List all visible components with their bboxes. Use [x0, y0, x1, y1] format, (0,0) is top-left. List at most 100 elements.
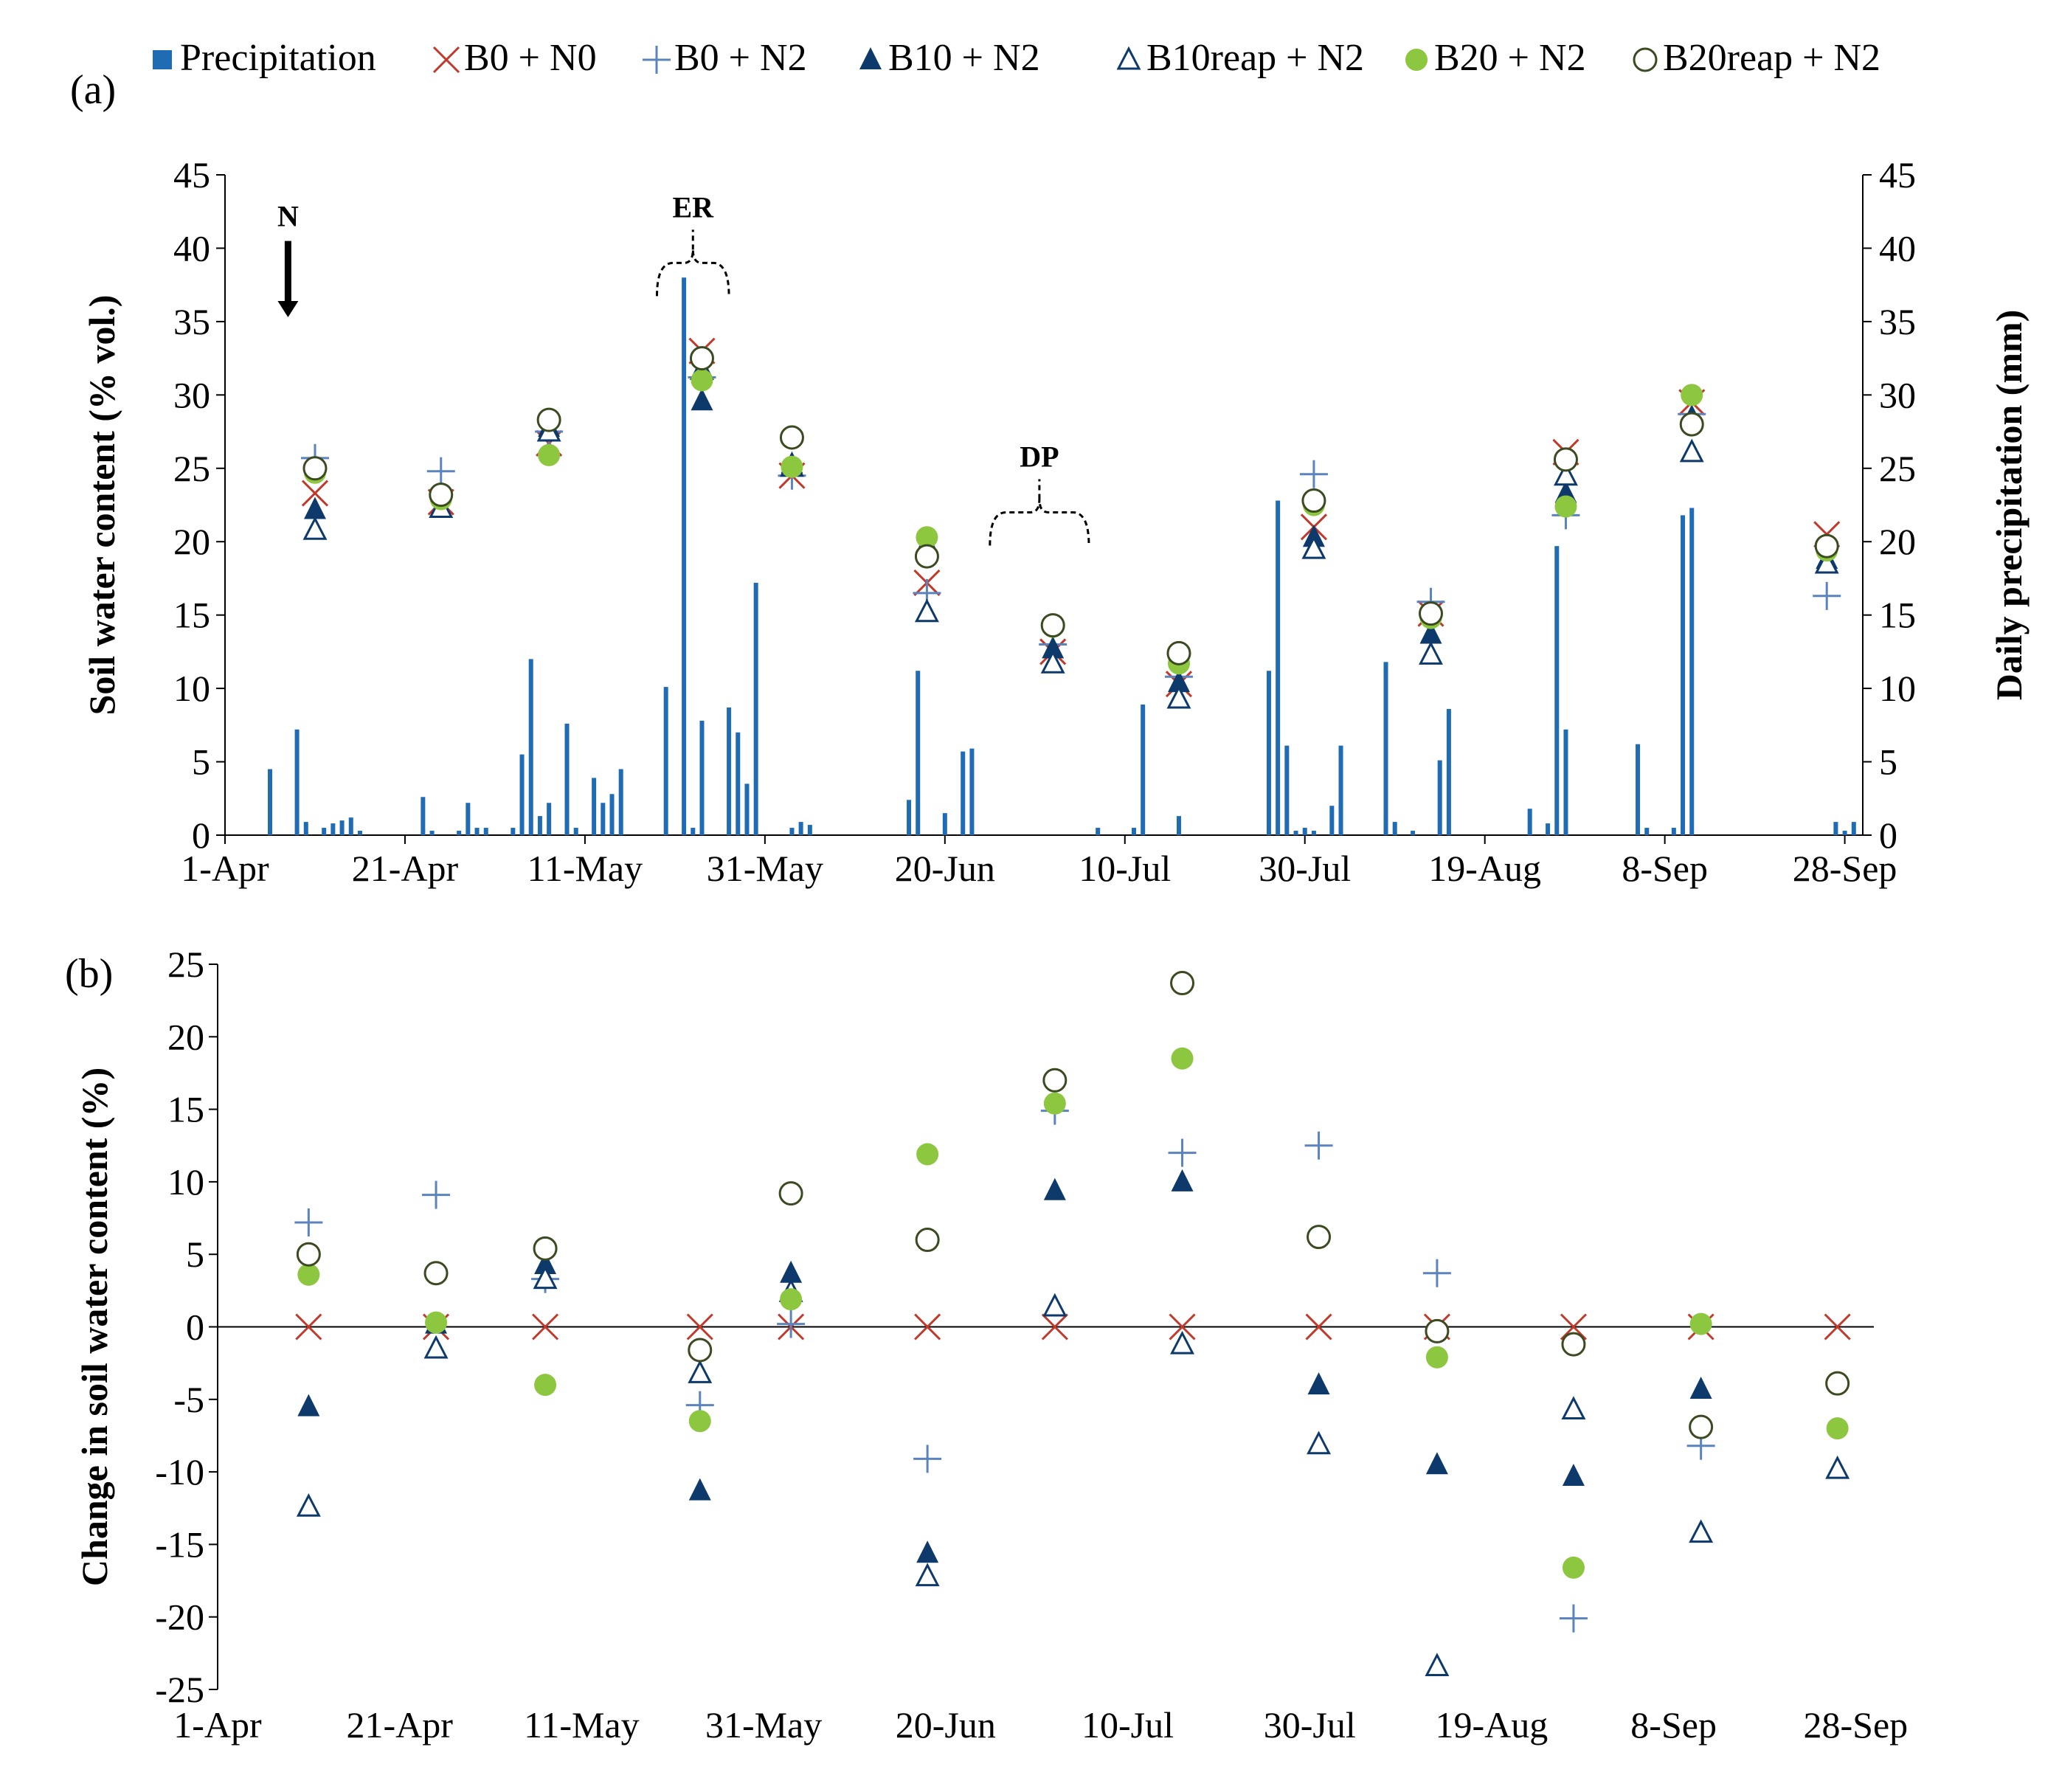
panel-b-ytick-label: -10: [155, 1451, 204, 1492]
panel-a-xtick-label: 28-Sep: [1793, 848, 1897, 889]
panel-a-point-b0-n2: [1813, 581, 1841, 610]
precip-bar: [1293, 831, 1298, 835]
precip-bar: [429, 831, 435, 835]
panel-a-point-b10-n2: [1167, 670, 1190, 693]
precip-bar: [421, 797, 426, 835]
panel-b-xtick-label: 19-Aug: [1436, 1704, 1549, 1746]
panel-b-xtick-label: 31-May: [705, 1704, 822, 1746]
panel-b-point-b20reap-n2: [688, 1338, 713, 1363]
precip-bar: [573, 828, 578, 835]
panel-a-point-b20reap-n2: [914, 544, 939, 569]
panel-a-xtick-label: 11-May: [527, 848, 643, 889]
panel-a-label: (a): [70, 67, 116, 113]
panel-b-point-b10reap-n2: [1425, 1653, 1450, 1677]
panel-b-point-b20-n2: [425, 1311, 448, 1334]
panel-b-ytick-label: -15: [155, 1523, 204, 1565]
panel-a-xtick-label: 19-Aug: [1428, 848, 1541, 889]
annotation-bracket-dp: [989, 499, 1090, 546]
precip-bar: [1284, 745, 1290, 835]
panel-a-ytick-label-right: 40: [1879, 227, 1916, 269]
panel-a-point-b10reap-n2: [1679, 438, 1704, 463]
panel-b-point-b20reap-n2: [1561, 1332, 1586, 1357]
panel-b-point-b10-n2: [916, 1540, 939, 1563]
precip-bar: [1563, 729, 1568, 835]
panel-b-point-b20reap-n2: [296, 1242, 321, 1267]
panel-b-ytick-label: 10: [167, 1161, 204, 1203]
legend: Precipitation B0 + N0 B0 + N2 B10 + N2 B10re…: [153, 37, 1880, 79]
panel-a-point-b10-n2: [1419, 621, 1442, 644]
panel-b-point-b0-n2: [777, 1310, 806, 1338]
panel-a-point-b10reap-n2: [1301, 535, 1326, 559]
panel-b-point-b10reap-n2: [915, 1563, 940, 1587]
precip-bar: [1644, 828, 1650, 835]
panel-b-point-b20-n2: [780, 1288, 803, 1311]
panel-a-xtick-label: 31-May: [707, 848, 823, 889]
panel-b-point-b20reap-n2: [915, 1228, 940, 1253]
panel-a-point-b10reap-n2: [302, 516, 328, 540]
panel-b-point-b10-n2: [1307, 1372, 1330, 1395]
panel-a-point-b20-n2: [1554, 495, 1577, 518]
panel-a-point-b20reap-n2: [779, 425, 804, 450]
precip-bar: [1311, 831, 1316, 835]
panel-b-point-b20reap-n2: [1825, 1371, 1850, 1396]
precip-bar: [267, 769, 272, 835]
precip-bar: [618, 769, 623, 835]
panel-b-point-b10-n2: [780, 1260, 803, 1283]
precip-bar: [682, 277, 687, 835]
precip-bar: [969, 748, 975, 835]
panel-a-point-b10reap-n2: [1554, 462, 1578, 486]
panel-b-point-b20-n2: [1562, 1556, 1585, 1579]
legend-marker-b0-n0: [432, 46, 460, 74]
panel-a-point-b10reap-n2: [1040, 650, 1065, 674]
panel-b-point-b0-n0: [686, 1313, 713, 1340]
panel-b-xtick-label: 21-Apr: [346, 1704, 453, 1746]
panel-b-point-b20reap-n2: [423, 1261, 449, 1286]
panel-b-point-b20reap-n2: [533, 1236, 558, 1261]
panel-b-point-b0-n0: [1041, 1313, 1068, 1340]
panel-b-point-b0-n0: [1169, 1313, 1196, 1340]
panel-b-point-b10-n2: [1171, 1169, 1194, 1191]
precip-bar: [519, 754, 525, 835]
panel-b-point-b0-n0: [295, 1313, 322, 1340]
panel-b-chart: -25 -20 -15 -10 -5 0 5 10 15 20 25 1-Apr 21-Apr 11-Ma…: [74, 944, 1908, 1746]
panel-a-xtick-label: 8-Sep: [1622, 848, 1708, 889]
precip-bar: [1546, 823, 1551, 835]
precip-bar: [1141, 704, 1146, 835]
legend-label-b0-n0: B0 + N0: [464, 37, 597, 79]
panel-a-ytick-label-right: 10: [1879, 668, 1916, 709]
panel-b-xtick-label: 10-Jul: [1082, 1704, 1174, 1746]
legend-label-b0-n2: B0 + N2: [674, 37, 807, 79]
panel-a-point-b10-n2: [691, 388, 713, 411]
panel-b-point-b10reap-n2: [1825, 1455, 1850, 1479]
precip-bar: [1636, 744, 1641, 835]
panel-b-point-b10-n2: [688, 1478, 711, 1501]
panel-b-point-b10reap-n2: [1561, 1396, 1586, 1420]
panel-b-point-b10-n2: [1562, 1463, 1585, 1486]
panel-a-ytick-label-left: 15: [173, 595, 210, 636]
panel-b-point-b20-n2: [1171, 1047, 1194, 1070]
panel-b-point-b20reap-n2: [1042, 1068, 1068, 1093]
legend-marker-b10-n2: [859, 47, 882, 69]
precip-bar: [1437, 760, 1442, 835]
precip-bar: [961, 751, 966, 835]
panel-a-ytick-label-left: 30: [173, 374, 210, 415]
precip-bar: [511, 828, 516, 835]
panel-b-point-b0-n0: [1305, 1313, 1332, 1340]
panel-a-ytick-label-right: 15: [1879, 595, 1916, 636]
precip-bar: [1276, 500, 1281, 835]
panel-a-point-b20reap-n2: [302, 456, 328, 481]
panel-b-point-b20-n2: [1826, 1417, 1849, 1440]
panel-b-point-b0-n2: [422, 1180, 451, 1209]
annotation-label-er: ER: [672, 190, 714, 224]
panel-b-point-b10-n2: [534, 1251, 557, 1274]
panel-b-point-b20-n2: [1425, 1346, 1448, 1369]
precip-bar: [564, 723, 570, 835]
precip-bar: [1527, 809, 1532, 835]
precip-bar: [916, 671, 921, 835]
panel-b-point-b0-n2: [294, 1208, 323, 1236]
panel-a-xtick-label: 20-Jun: [895, 848, 995, 889]
precip-bar: [663, 687, 668, 835]
panel-a-xtick-label: 1-Apr: [181, 848, 269, 889]
panel-b-point-b20-n2: [297, 1263, 320, 1286]
